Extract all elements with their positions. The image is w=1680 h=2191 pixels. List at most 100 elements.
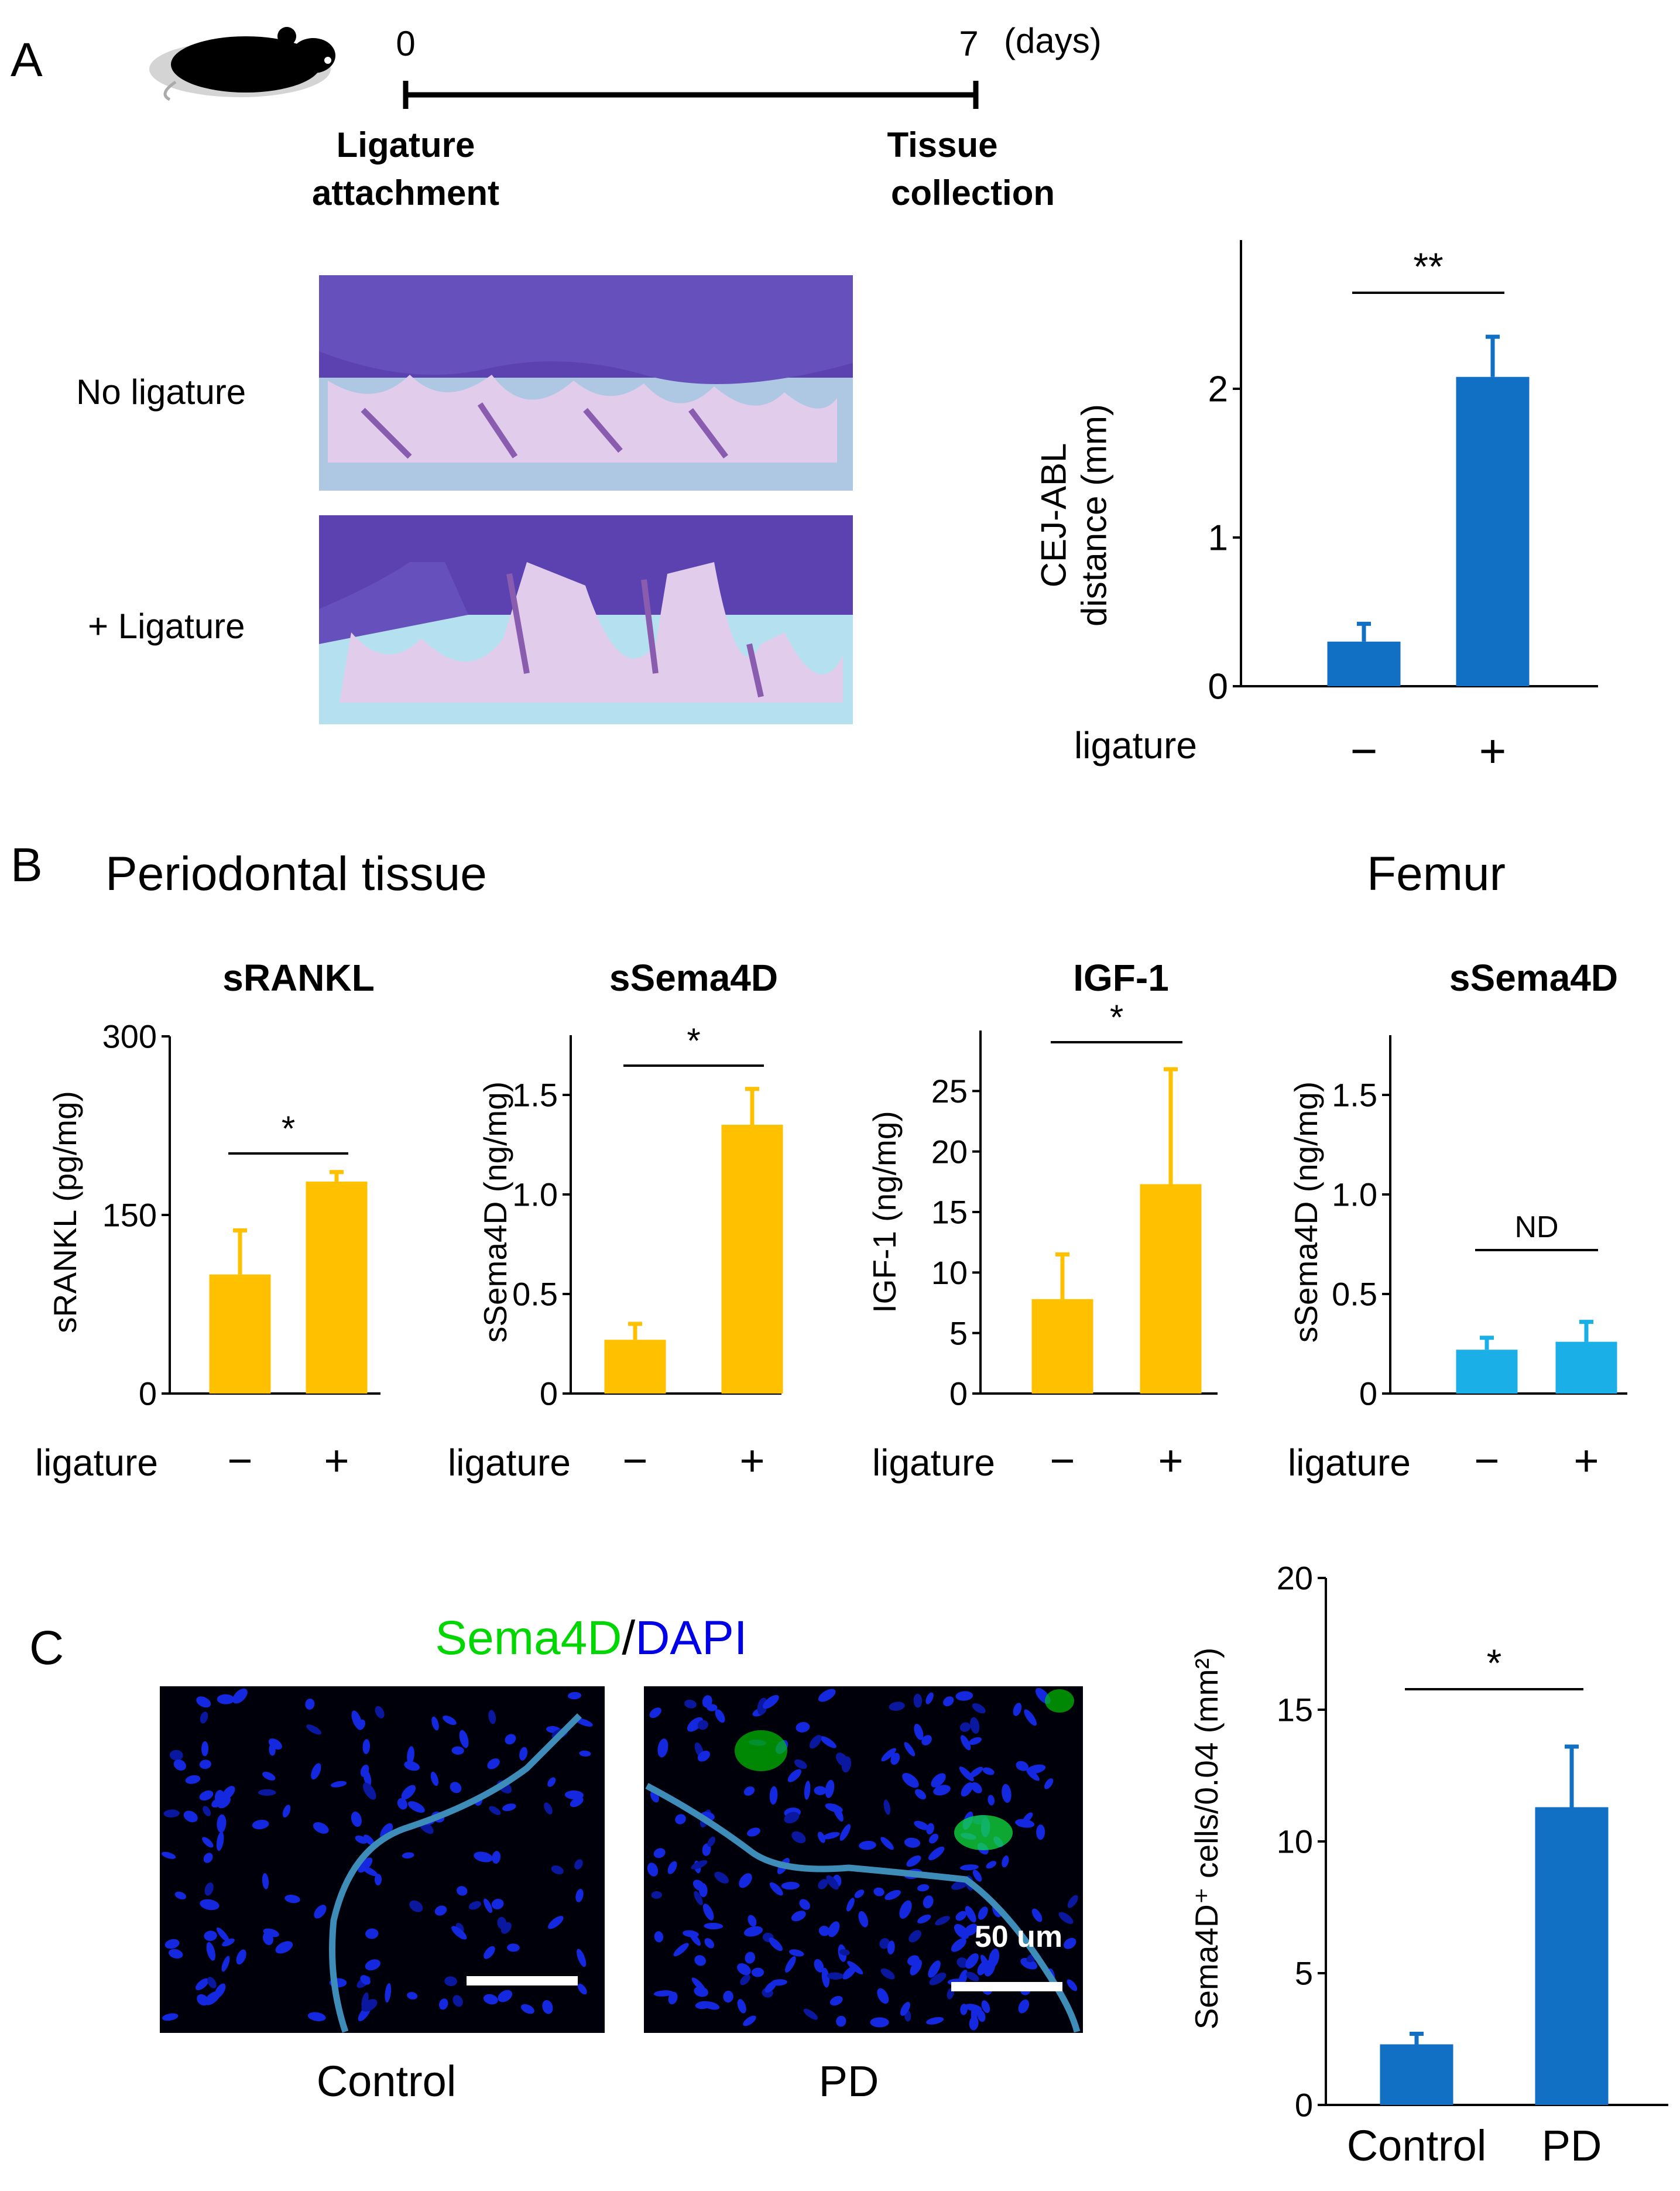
nucleus — [914, 1789, 927, 1800]
nucleus — [258, 1789, 276, 1796]
nucleus — [204, 1882, 214, 1896]
nuclei-control — [161, 1688, 593, 2022]
igf1-ytick-label: 0 — [949, 1375, 968, 1412]
nucleus — [1058, 1912, 1074, 1924]
nucleus — [956, 1957, 969, 1968]
ssema4d_femur-ytick-label: 0 — [1359, 1375, 1377, 1412]
nucleus — [362, 1866, 378, 1877]
igf1-ytick-label: 25 — [931, 1073, 968, 1110]
nucleus — [809, 1735, 822, 1749]
nucleus — [222, 1938, 235, 1947]
nucleus — [491, 1898, 504, 1909]
igf1-category-1: + — [1158, 1436, 1183, 1485]
nucleus — [691, 1977, 706, 1992]
nucleus — [883, 1799, 891, 1815]
nucleus — [451, 1746, 464, 1755]
srankl-xlabel: ligature — [35, 1442, 158, 1484]
nucleus — [1002, 1783, 1012, 1803]
label-ligature: + Ligature — [88, 607, 245, 646]
sema4d_cells-bar-0 — [1380, 2044, 1453, 2105]
nucleus — [217, 1694, 235, 1704]
nucleus — [791, 1831, 806, 1844]
nucleus — [965, 2004, 982, 2012]
nucleus — [743, 2015, 756, 2026]
nucleus — [825, 1779, 835, 1798]
nucleus — [818, 1879, 828, 1889]
cej-xlabel: ligature — [1074, 724, 1197, 766]
nucleus — [579, 1750, 591, 1757]
nucleus — [1018, 1999, 1030, 2014]
ssema4d_femur-bar-1 — [1555, 1341, 1617, 1394]
label-no-ligature: No ligature — [76, 372, 246, 412]
nucleus — [825, 1803, 843, 1813]
cej-ylabel: distance (mm) — [1075, 404, 1114, 627]
nucleus — [981, 2000, 990, 2014]
timeline-start: 0 — [396, 24, 415, 63]
nucleus — [199, 1790, 214, 1801]
nucleus — [1013, 1703, 1022, 1716]
ssema4d_pd-title: sSema4D — [609, 957, 778, 999]
cej-category-0: − — [1350, 725, 1378, 777]
timeline: 0 7 (days) Ligature attachment Tissue co… — [312, 21, 1102, 213]
ssema4d_femur-bar-0 — [1456, 1350, 1518, 1394]
nucleus — [574, 1859, 583, 1870]
nucleus — [818, 1925, 830, 1936]
nucleus — [161, 1851, 176, 1859]
nucleus — [169, 1949, 183, 1959]
nucleus — [986, 1861, 997, 1869]
chart-igf1: 0 5 10 15 20 25 IGF-1 (ng/mg) − + ligature IGF-1* — [866, 957, 1218, 1485]
ssema4d_femur-ylabel: sSema4D (ng/mg) — [1288, 1081, 1324, 1343]
nucleus — [970, 1717, 980, 1734]
nucleus — [787, 1769, 801, 1782]
nucleus — [743, 1926, 763, 1937]
nucleus — [409, 1900, 423, 1912]
cej-bar-1 — [1456, 376, 1530, 686]
srankl-ytick-label: 300 — [102, 1018, 157, 1055]
nucleus — [502, 1803, 516, 1812]
nucleus — [551, 1865, 564, 1875]
nucleus — [1026, 1764, 1046, 1774]
nucleus — [769, 1786, 778, 1805]
ssema4d_femur-ytick-label: 1.0 — [1332, 1176, 1377, 1213]
nucleus — [748, 1915, 757, 1927]
nucleus — [262, 1873, 269, 1889]
ssema4d_femur-category-1: + — [1573, 1436, 1599, 1485]
nucleus — [282, 1805, 291, 1818]
nucleus — [702, 1904, 714, 1920]
nucleus — [714, 1871, 729, 1884]
cej-bar-0 — [1327, 641, 1401, 686]
nucleus — [564, 1790, 584, 1800]
igf1-bar-0 — [1031, 1299, 1093, 1394]
ssema4d_pd-ytick-label: 1.5 — [512, 1077, 558, 1114]
nucleus — [707, 1704, 718, 1711]
nucleus — [842, 1966, 856, 1980]
nucleus — [694, 1891, 703, 1905]
nucleus — [707, 1836, 715, 1847]
nucleus — [434, 1905, 447, 1916]
nucleus — [361, 1992, 369, 2009]
srankl-category-0: − — [227, 1436, 252, 1485]
nucleus — [364, 1834, 375, 1846]
nucleus — [169, 1750, 183, 1761]
ssema4d_pd-ylabel: sSema4D (ng/mg) — [477, 1081, 513, 1343]
header-periodontal: Periodontal tissue — [105, 847, 487, 901]
ssema4d_pd-ytick-label: 1.0 — [512, 1176, 558, 1213]
nucleus — [487, 1758, 500, 1769]
nucleus — [222, 1786, 235, 1800]
nucleus — [521, 2004, 534, 2014]
nucleus — [252, 1820, 269, 1830]
nucleus — [988, 1795, 995, 1806]
nucleus — [457, 1886, 468, 1896]
nucleus — [961, 1735, 971, 1751]
nucleus — [203, 1806, 211, 1816]
cej-ytick-label: 0 — [1208, 667, 1228, 707]
nucleus — [935, 1916, 950, 1926]
nucleus — [401, 1785, 416, 1800]
nucleus — [163, 1809, 180, 1817]
nucleus — [174, 1891, 187, 1899]
nucleus — [492, 1851, 501, 1864]
nucleus — [854, 1889, 865, 1898]
nucleus — [829, 1995, 843, 2006]
nucleus — [1002, 1855, 1009, 1868]
